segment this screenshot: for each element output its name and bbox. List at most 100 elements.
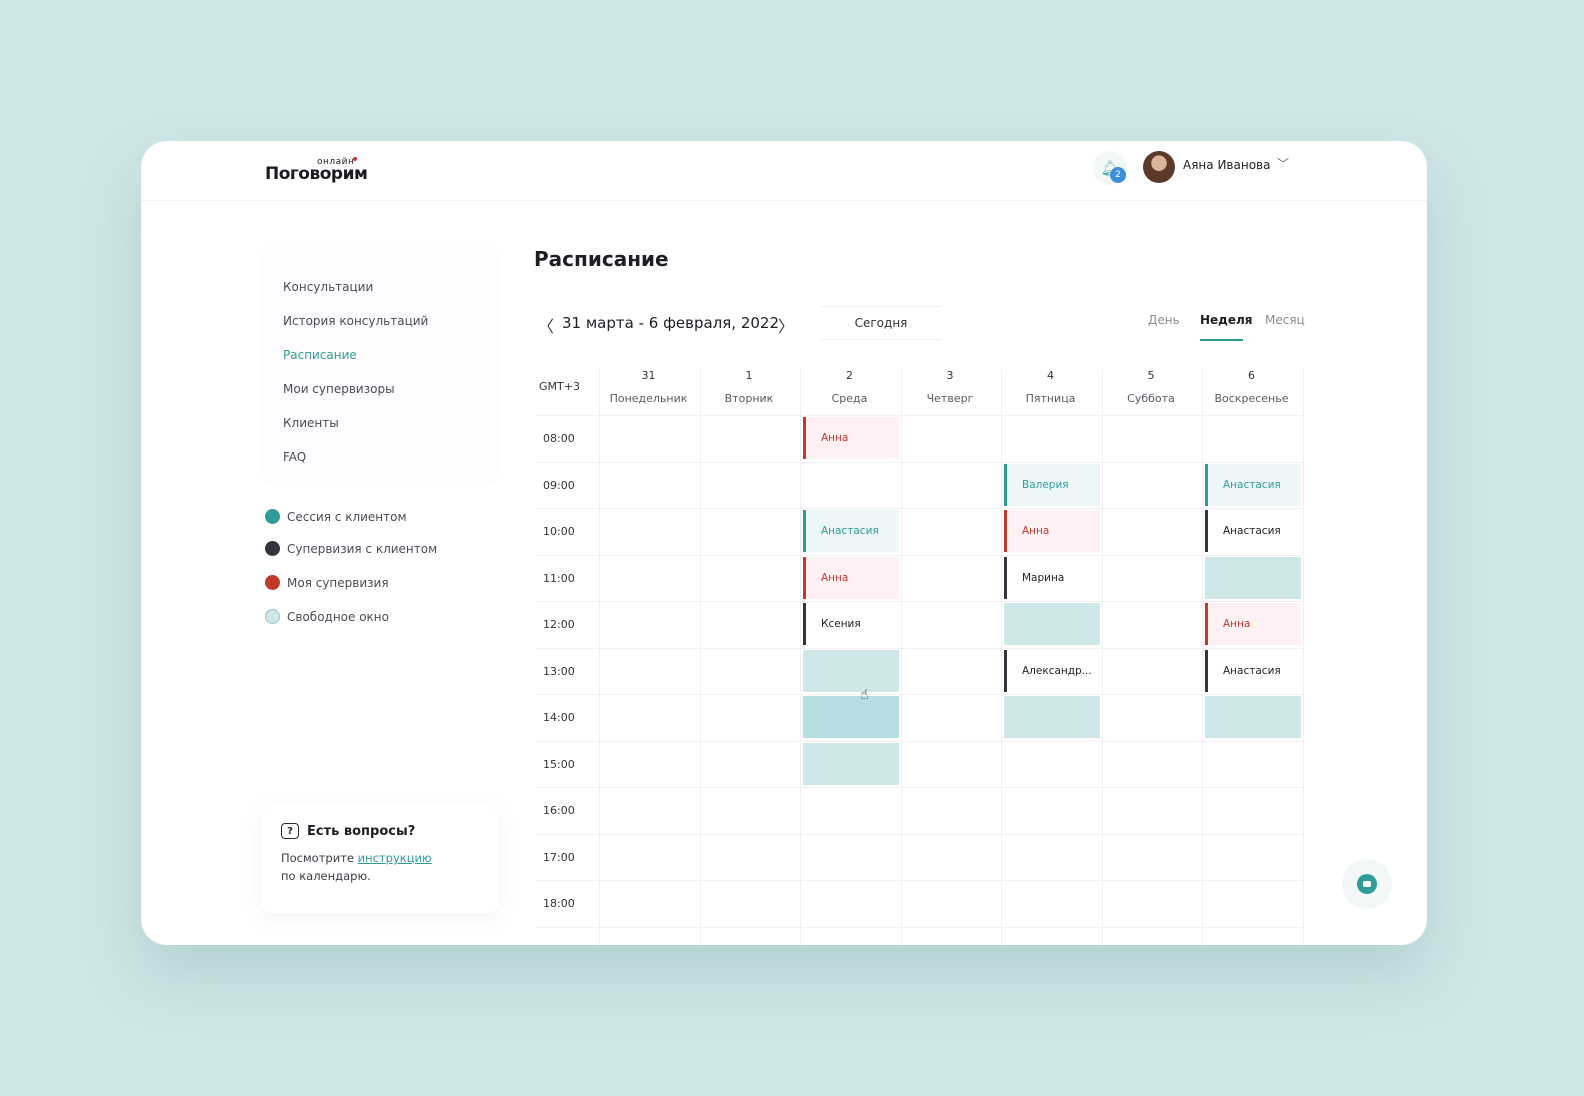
day-name: Воскресенье xyxy=(1214,392,1289,405)
calendar-event[interactable]: Марина xyxy=(1004,556,1100,599)
help-title-text: Есть вопросы? xyxy=(307,823,416,839)
top-bar: Поговорим онлайн 🔔︎ 2 Аяна Иванова ﹀ xyxy=(141,141,1427,201)
grid-row-divider xyxy=(537,787,1303,788)
instruction-link[interactable]: инструкцию xyxy=(357,851,432,865)
free-slot[interactable] xyxy=(1004,603,1100,645)
day-name: Вторник xyxy=(724,392,774,405)
calendar-event[interactable]: Анна xyxy=(1004,510,1100,552)
calendar-event[interactable]: Александр... xyxy=(1004,649,1100,692)
time-label: 15:00 xyxy=(543,757,575,771)
logo-top-text: онлайн xyxy=(317,157,355,167)
help-title: ? Есть вопросы? xyxy=(281,823,499,839)
grid-row-divider xyxy=(537,833,1303,835)
sidebar-item-faq[interactable]: FAQ xyxy=(283,450,307,464)
free-slot[interactable] xyxy=(1205,556,1301,599)
sidebar-menu: Консультации История консультаций Распис… xyxy=(261,246,499,486)
legend-item-my-supervision: Моя супервизия xyxy=(265,575,389,590)
day-name: Четверг xyxy=(926,392,974,405)
free-slot[interactable] xyxy=(803,742,899,785)
grid-row-divider xyxy=(537,461,1303,463)
sidebar-item-schedule[interactable]: Расписание xyxy=(283,348,357,362)
legend-item-client-supervision: Супервизия с клиентом xyxy=(265,541,437,556)
day-number: 3 xyxy=(946,369,954,382)
day-name: Среда xyxy=(831,392,868,405)
tab-day[interactable]: День xyxy=(1148,313,1180,327)
day-number: 2 xyxy=(846,369,853,382)
grid-row-divider xyxy=(537,601,1303,602)
grid-row-divider xyxy=(537,926,1303,928)
legend-dot xyxy=(265,509,280,524)
free-slot[interactable] xyxy=(1004,696,1100,738)
day-number: 5 xyxy=(1147,369,1155,382)
time-label: 13:00 xyxy=(543,664,575,678)
day-number: 31 xyxy=(641,369,656,382)
grid-row-divider xyxy=(537,647,1303,649)
today-button[interactable]: Сегодня xyxy=(821,306,941,340)
sidebar-item-consultations[interactable]: Консультации xyxy=(283,280,374,294)
legend-label: Сессия с клиентом xyxy=(287,509,407,524)
tab-week[interactable]: Неделя xyxy=(1200,313,1253,327)
user-name[interactable]: Аяна Иванова xyxy=(1183,158,1271,172)
grid-row-divider xyxy=(537,415,1303,416)
calendar-event[interactable]: Анастасия xyxy=(1205,649,1301,692)
page-title: Расписание xyxy=(534,247,669,271)
grid-column-divider xyxy=(800,369,801,945)
logo-main-text: Поговорим xyxy=(265,164,368,184)
chevron-down-icon[interactable]: ﹀ xyxy=(1277,157,1290,171)
time-label: 10:00 xyxy=(543,525,575,538)
day-number: 1 xyxy=(745,369,753,382)
chevron-right-icon[interactable]: 〉 xyxy=(778,317,795,336)
grid-column-divider xyxy=(699,369,701,945)
grid-row-divider xyxy=(537,508,1303,509)
grid-column-divider xyxy=(1101,369,1103,945)
time-label: 09:00 xyxy=(543,478,575,492)
active-tab-indicator xyxy=(1200,339,1243,341)
hand-cursor-icon: ☝︎ xyxy=(860,687,869,703)
grid-row-divider xyxy=(537,740,1303,742)
sidebar-item-supervisors[interactable]: Мои супервизоры xyxy=(283,382,395,396)
grid-row-divider xyxy=(537,880,1303,881)
grid-column-divider xyxy=(900,369,902,945)
day-name: Пятница xyxy=(1025,392,1076,405)
week-calendar: GMT+3 31 Понедельник 1 Вторник 2 Среда 3 Четвер… xyxy=(537,361,1304,945)
calendar-event[interactable]: Анастасия xyxy=(1205,463,1301,506)
sidebar-item-clients[interactable]: Клиенты xyxy=(283,416,339,430)
avatar[interactable] xyxy=(1143,151,1175,183)
chat-button[interactable] xyxy=(1342,859,1392,909)
legend-item-free-slot: Свободное окно xyxy=(265,609,389,624)
free-slot[interactable] xyxy=(1205,696,1301,738)
legend-dot xyxy=(265,575,280,590)
free-slot[interactable] xyxy=(803,696,899,738)
legend-label: Свободное окно xyxy=(287,609,389,624)
calendar-event[interactable]: Анна xyxy=(803,556,899,599)
help-text-before: Посмотрите xyxy=(281,851,354,865)
help-text-after: по календарю. xyxy=(281,869,371,883)
grid-column-divider xyxy=(599,369,600,945)
day-number: 4 xyxy=(1047,369,1054,382)
day-name: Понедельник xyxy=(609,392,688,405)
notifications-button[interactable]: 🔔︎ 2 xyxy=(1093,151,1127,185)
calendar-event[interactable]: Анна xyxy=(803,417,899,459)
tab-month[interactable]: Месяц xyxy=(1265,313,1305,327)
chat-icon xyxy=(1357,874,1377,894)
sidebar-item-history[interactable]: История консультаций xyxy=(283,314,429,328)
notification-badge: 2 xyxy=(1110,167,1126,183)
chevron-left-icon[interactable]: 〈 xyxy=(538,317,555,336)
grid-row-divider xyxy=(537,694,1303,695)
legend-dot xyxy=(265,609,280,624)
calendar-event[interactable]: Ксения xyxy=(803,603,899,645)
logo[interactable]: Поговорим онлайн xyxy=(265,157,368,185)
grid-column-divider xyxy=(1302,369,1304,945)
help-text: Посмотрите инструкцию по календарю. xyxy=(281,849,499,885)
time-label: 17:00 xyxy=(543,850,575,864)
free-slot[interactable] xyxy=(803,649,899,692)
calendar-event[interactable]: Анна xyxy=(1205,603,1301,645)
time-label: 16:00 xyxy=(543,804,575,817)
logo-dot-icon xyxy=(353,157,357,161)
timezone-label: GMT+3 xyxy=(539,380,580,393)
calendar-event[interactable]: Валерия xyxy=(1004,463,1100,506)
calendar-event[interactable]: Анастасия xyxy=(803,510,899,552)
calendar-event[interactable]: Анастасия xyxy=(1205,510,1301,552)
grid-column-divider xyxy=(1202,369,1203,945)
grid-row-divider xyxy=(537,554,1303,556)
